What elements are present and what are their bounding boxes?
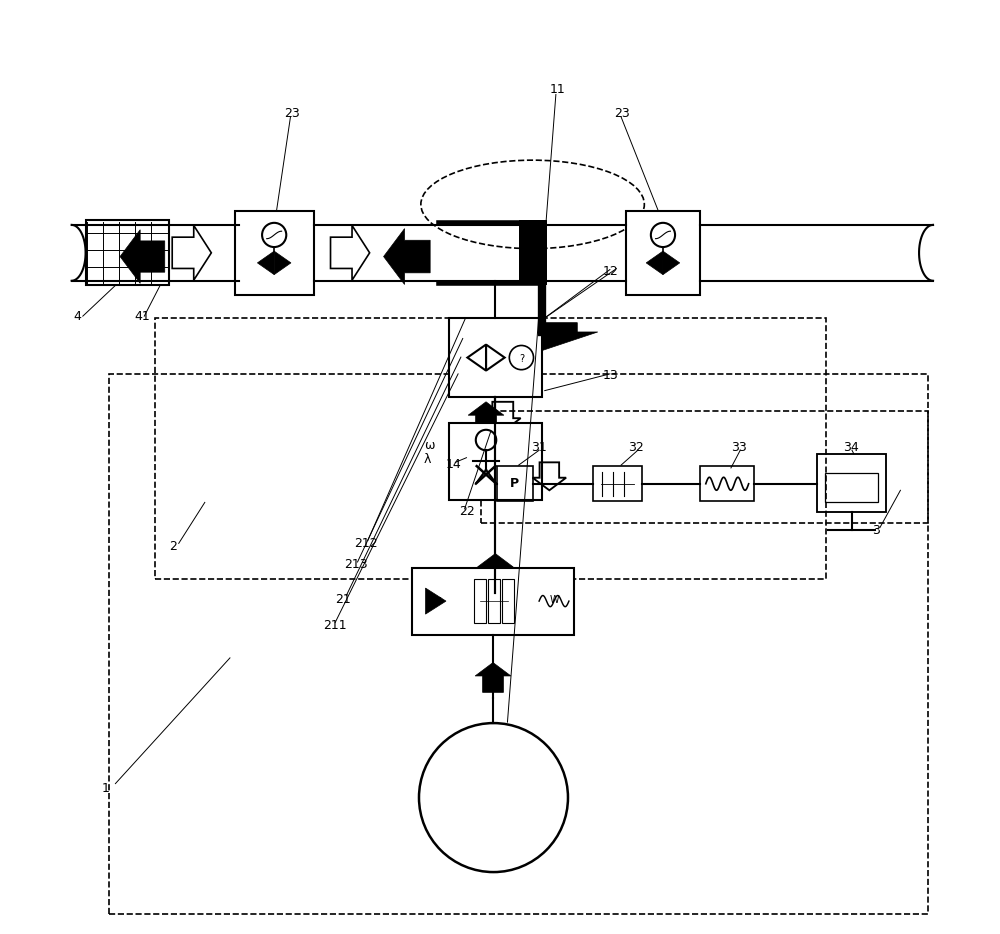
- Bar: [449, 423, 542, 500]
- Bar: [86, 220, 169, 286]
- Bar: [502, 579, 514, 624]
- Bar: [155, 318, 826, 579]
- Polygon shape: [384, 229, 430, 285]
- Text: 11: 11: [549, 83, 565, 96]
- Bar: [626, 211, 700, 295]
- Polygon shape: [646, 251, 663, 275]
- Bar: [825, 473, 878, 502]
- Text: 4: 4: [74, 310, 81, 322]
- Text: ?: ?: [519, 354, 524, 364]
- Text: 13: 13: [602, 369, 618, 382]
- Text: 31: 31: [531, 441, 546, 454]
- Text: 2: 2: [169, 540, 177, 553]
- Polygon shape: [426, 588, 446, 615]
- Polygon shape: [477, 554, 513, 584]
- Text: 33: 33: [731, 441, 747, 454]
- Text: λ: λ: [424, 453, 431, 466]
- Bar: [700, 466, 754, 502]
- Text: 12: 12: [602, 265, 618, 278]
- Polygon shape: [257, 251, 274, 275]
- Text: 212: 212: [354, 537, 377, 550]
- Text: 211: 211: [323, 619, 347, 631]
- Polygon shape: [274, 251, 291, 275]
- Text: 3: 3: [872, 524, 880, 537]
- Polygon shape: [486, 322, 598, 350]
- Bar: [474, 579, 486, 624]
- Text: 22: 22: [459, 505, 475, 518]
- Text: 1: 1: [101, 782, 109, 795]
- Text: 34: 34: [843, 441, 858, 454]
- Bar: [488, 579, 500, 624]
- Text: 23: 23: [615, 106, 630, 120]
- Text: 23: 23: [284, 106, 300, 120]
- Polygon shape: [120, 230, 165, 283]
- Bar: [481, 411, 928, 523]
- Bar: [593, 466, 642, 502]
- Polygon shape: [468, 402, 504, 432]
- Text: 32: 32: [629, 441, 644, 454]
- Text: W: W: [549, 595, 559, 605]
- Text: ω: ω: [424, 439, 434, 452]
- Polygon shape: [663, 251, 680, 275]
- Text: 41: 41: [134, 310, 150, 322]
- Bar: [412, 568, 574, 634]
- Polygon shape: [475, 662, 511, 692]
- Bar: [235, 211, 314, 295]
- Bar: [497, 466, 533, 502]
- Bar: [817, 454, 886, 512]
- Text: ZDS: ZDS: [426, 597, 442, 605]
- Text: 14: 14: [446, 458, 462, 471]
- Bar: [449, 318, 542, 397]
- Polygon shape: [519, 220, 547, 286]
- Text: 213: 213: [344, 559, 368, 572]
- Text: 21: 21: [335, 593, 351, 606]
- Bar: [109, 374, 928, 914]
- Text: P: P: [510, 477, 519, 490]
